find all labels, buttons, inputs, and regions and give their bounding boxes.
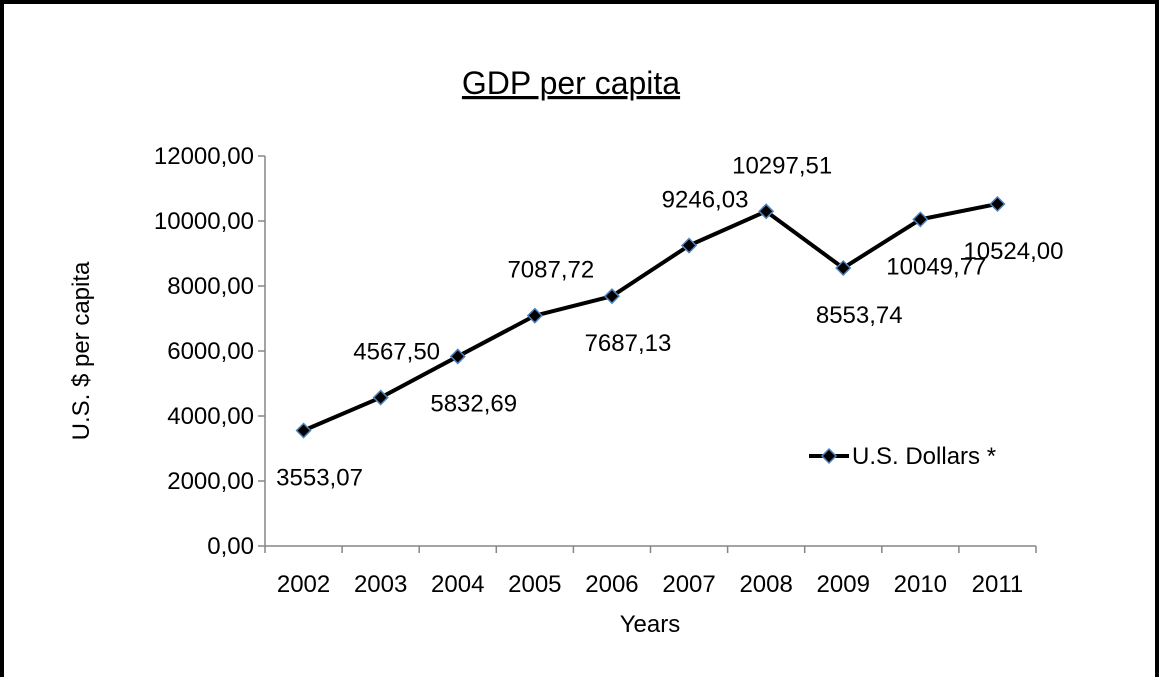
data-label: 5832,69 xyxy=(430,390,517,417)
data-point-marker xyxy=(449,348,466,365)
data-point-marker xyxy=(758,203,775,220)
legend-label: U.S. Dollars * xyxy=(852,443,996,470)
y-tick-label: 2000,00 xyxy=(167,468,254,495)
data-label: 9246,03 xyxy=(662,187,749,214)
x-tick-label: 2008 xyxy=(739,571,792,598)
data-point-marker xyxy=(989,195,1006,213)
y-axis-title: U.S. $ per capita xyxy=(68,261,95,440)
chart: GDP per capita 0,00 2000,00 4000,00 6000,00… xyxy=(68,65,1064,638)
x-tick-label: 2010 xyxy=(894,571,947,598)
data-point-marker xyxy=(295,422,312,439)
x-tick-label: 2006 xyxy=(585,571,638,598)
x-tick-label: 2003 xyxy=(354,571,407,598)
data-label: 3553,07 xyxy=(276,465,363,492)
x-tick-label: 2005 xyxy=(508,571,561,598)
x-tick-label: 2002 xyxy=(277,571,330,598)
x-tick-label: 2007 xyxy=(662,571,715,598)
x-tick-label: 2011 xyxy=(972,571,1024,598)
legend: U.S. Dollars * xyxy=(809,443,996,470)
data-label: 8553,74 xyxy=(816,302,903,329)
data-point-marker xyxy=(912,211,929,228)
y-tick-label: 0,00 xyxy=(207,533,254,560)
series-line xyxy=(302,202,998,433)
y-tick-label: 12000,00 xyxy=(154,143,254,170)
x-tick-label: 2004 xyxy=(431,571,484,598)
data-label: 7087,72 xyxy=(507,257,594,284)
data-point-marker xyxy=(835,259,852,277)
data-label: 10049,77 xyxy=(886,253,986,280)
chart-title: GDP per capita xyxy=(462,65,680,101)
y-tick-label: 6000,00 xyxy=(167,338,254,365)
y-tick-label: 8000,00 xyxy=(167,273,254,300)
y-axis-ticks: 0,00 2000,00 4000,00 6000,00 8000,00 10000,00… xyxy=(154,143,265,560)
y-tick-label: 10000,00 xyxy=(154,208,254,235)
data-label: 10297,51 xyxy=(732,152,832,179)
x-axis-ticks: 2002 2003 2004 2005 2006 2007 2008 2009 2010 2011 xyxy=(264,546,1037,598)
x-tick-label: 2009 xyxy=(817,571,870,598)
legend-marker-icon xyxy=(820,447,838,465)
data-point-marker xyxy=(372,389,389,406)
data-label: 10524,00 xyxy=(963,238,1063,265)
data-point-marker xyxy=(526,307,543,324)
data-label: 4567,50 xyxy=(353,339,440,366)
data-point-marker xyxy=(680,237,698,254)
series-group: 3553,07 4567,50 5832,69 7087,72 7687,13 9246,… xyxy=(276,152,1063,491)
data-label: 7687,13 xyxy=(585,330,672,357)
y-tick-label: 4000,00 xyxy=(167,403,254,430)
data-point-marker xyxy=(603,288,621,305)
x-axis-title: Years xyxy=(620,611,681,638)
